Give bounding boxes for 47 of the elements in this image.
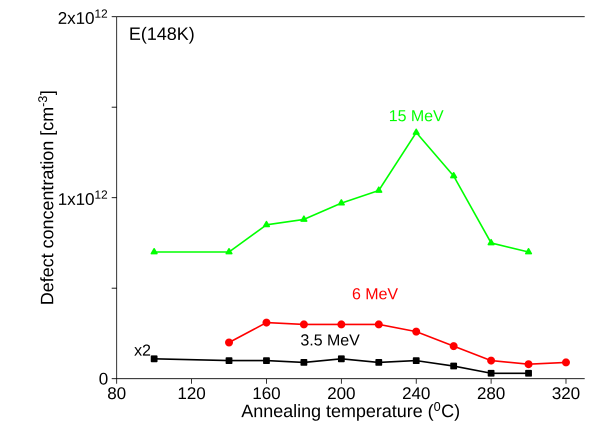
- x-tick-label: 160: [254, 387, 280, 400]
- series-label: 15 MeV: [390, 110, 444, 122]
- annotation: E(148K): [130, 26, 194, 44]
- point: [225, 248, 233, 254]
- point: [412, 128, 420, 135]
- series-label: 3.5 MeV: [301, 334, 360, 346]
- y-axis-title: Defect concentration [cm$^{-3}$]: [38, 91, 57, 304]
- point: [338, 199, 345, 206]
- point: [374, 320, 383, 328]
- x-tick-label: 200: [328, 387, 355, 400]
- annotation: x2: [134, 344, 150, 356]
- y-tick-label: 1x10$^{12}$: [59, 190, 108, 206]
- point: [150, 355, 158, 362]
- x-tick-label: 280: [478, 387, 505, 400]
- point: [262, 318, 270, 327]
- point: [412, 328, 420, 336]
- point: [450, 172, 458, 178]
- point: [487, 356, 496, 365]
- y-tick-label: 2x10$^{12}$: [58, 9, 108, 24]
- x-tick-label: 120: [178, 387, 206, 400]
- x-tick-label: 320: [552, 387, 580, 400]
- point: [225, 338, 234, 346]
- point: [338, 355, 345, 362]
- point: [524, 360, 533, 368]
- point: [300, 215, 308, 222]
- point: [262, 220, 270, 228]
- x-axis-title: Annealing temperature ($^{0}$C): [241, 402, 459, 421]
- point: [300, 320, 308, 328]
- point: [375, 359, 382, 366]
- point: [450, 362, 458, 370]
- point: [300, 359, 308, 366]
- x-tick-label: 80: [108, 387, 126, 400]
- point: [524, 248, 532, 254]
- y-tick-label: 0: [99, 372, 108, 385]
- point: [150, 248, 158, 254]
- point: [450, 342, 458, 350]
- point: [488, 370, 495, 377]
- point: [488, 238, 495, 246]
- point: [525, 370, 532, 377]
- point: [337, 320, 346, 328]
- point: [375, 186, 382, 193]
- point: [412, 357, 420, 364]
- x-tick-label: 240: [402, 387, 430, 400]
- point: [226, 357, 232, 364]
- point: [562, 358, 570, 366]
- series-label: 6 MeV: [352, 288, 398, 300]
- point: [263, 357, 270, 364]
